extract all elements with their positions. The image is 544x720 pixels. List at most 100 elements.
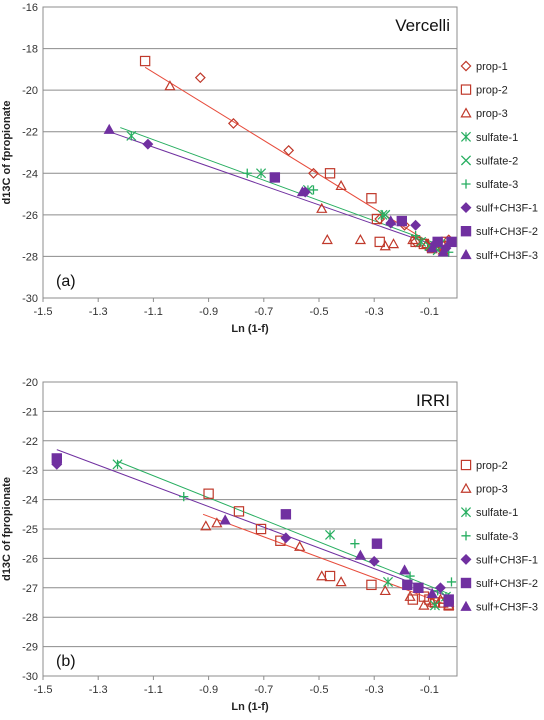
y-tick-label: -27 <box>22 583 38 595</box>
x-tick-label: -0.3 <box>365 306 384 318</box>
site-label: Vercelli <box>395 16 450 35</box>
data-point <box>387 238 400 249</box>
data-point <box>398 564 411 575</box>
data-point <box>126 130 137 141</box>
x-tick-label: -0.5 <box>310 684 329 696</box>
data-point <box>335 576 347 587</box>
x-tick-label: -0.1 <box>420 684 439 696</box>
data-point <box>227 117 239 129</box>
data-point <box>429 600 440 611</box>
legend-marker <box>460 600 472 611</box>
y-tick-label: -28 <box>22 251 38 263</box>
y-axis-label: d13C of fpropionate <box>1 477 13 581</box>
data-point <box>432 236 443 248</box>
y-tick-label: -24 <box>22 495 38 507</box>
y-tick-label: -29 <box>22 642 38 654</box>
data-point <box>434 582 446 594</box>
y-axis-label: d13C of fpropionate <box>1 101 13 205</box>
legend-entry: prop-3 <box>476 484 508 496</box>
x-tick-label: -1.1 <box>144 684 163 696</box>
legend-marker <box>460 107 472 118</box>
legend-marker <box>460 482 472 493</box>
data-point <box>103 123 115 134</box>
data-point <box>380 209 391 220</box>
chart-panel-2: -30 -29 -28 -27 -26 -25 -24 -23 -22 -21 -20 -1.5 -1.… <box>1 377 538 713</box>
y-tick-label: -30 <box>22 293 38 305</box>
data-point <box>321 233 333 245</box>
x-tick-label: -0.1 <box>420 306 439 318</box>
legend-entry: prop-1 <box>476 61 508 73</box>
legend-entry: sulf+CH3F-1 <box>476 203 538 215</box>
data-point <box>371 538 383 549</box>
data-point <box>283 144 295 156</box>
data-point <box>407 594 419 605</box>
legend-marker <box>460 84 472 95</box>
data-point <box>418 599 430 610</box>
x-tick-label: -0.9 <box>199 306 218 318</box>
data-point <box>325 529 336 540</box>
legend-marker <box>460 131 472 142</box>
data-point <box>219 514 231 525</box>
data-point <box>405 571 415 581</box>
x-tick-label: -0.5 <box>310 306 329 318</box>
data-point <box>396 215 408 227</box>
x-tick-label: -1.1 <box>144 306 163 318</box>
data-point <box>269 172 281 183</box>
trendline <box>56 449 449 598</box>
legend-marker <box>460 60 472 72</box>
y-tick-label: -20 <box>22 85 38 97</box>
legend-entry: prop-2 <box>476 460 508 472</box>
legend-entry: prop-2 <box>476 85 508 97</box>
data-point <box>280 532 292 544</box>
series-sulf+CH3F-1 <box>51 458 446 594</box>
data-point <box>200 520 212 531</box>
data-point <box>385 215 397 226</box>
trendline <box>120 127 449 249</box>
data-point <box>421 238 433 249</box>
data-point <box>308 167 319 179</box>
legend-marker <box>460 507 472 518</box>
data-point <box>255 523 267 535</box>
data-point <box>354 549 367 560</box>
legend-entry: sulf+CH3F-2 <box>476 578 538 590</box>
data-point <box>324 570 336 582</box>
x-tick-label: -1.5 <box>34 684 53 696</box>
data-point <box>194 72 206 84</box>
legend-entry: prop-3 <box>476 108 508 120</box>
legend-marker <box>460 577 472 589</box>
data-point <box>354 233 367 245</box>
x-tick-label: -0.7 <box>254 684 273 696</box>
data-point <box>335 179 347 191</box>
legend-entry: sulf+CH3F-2 <box>476 226 538 238</box>
legend-entry: sulfate-3 <box>476 531 518 543</box>
data-point <box>413 582 424 594</box>
legend-marker <box>460 459 472 471</box>
y-tick-label: -23 <box>22 465 38 477</box>
data-point <box>382 576 394 587</box>
y-tick-label: -22 <box>22 436 38 448</box>
legend-marker <box>460 155 472 166</box>
data-point <box>179 492 189 502</box>
y-tick-label: -25 <box>22 524 38 536</box>
data-point <box>211 517 223 528</box>
data-point <box>446 236 457 248</box>
y-tick-label: -16 <box>22 2 38 14</box>
trendline <box>202 513 449 606</box>
legend-entry: sulf+CH3F-1 <box>476 554 538 566</box>
data-point <box>296 186 309 197</box>
y-tick-label: -28 <box>22 612 38 624</box>
x-tick-label: -0.9 <box>199 684 218 696</box>
data-point <box>51 453 63 464</box>
data-point <box>280 509 292 520</box>
data-point <box>426 242 438 253</box>
data-point <box>416 236 427 247</box>
legend: prop-1 prop-2 prop-3 sulfate-1 sulfate-2 sulf… <box>460 60 538 262</box>
data-point <box>437 246 449 257</box>
data-point <box>203 488 214 499</box>
chart-panel-1: -30 -28 -26 -24 -22 -20 -18 -16 -1.5 -1.3 -1.1 -0.9… <box>1 2 538 335</box>
series-sulfate-3 <box>179 492 457 596</box>
panel-label: (b) <box>56 653 76 670</box>
data-point <box>350 539 360 549</box>
legend-entry: sulfate-3 <box>476 179 518 191</box>
y-tick-label: -22 <box>22 127 38 139</box>
